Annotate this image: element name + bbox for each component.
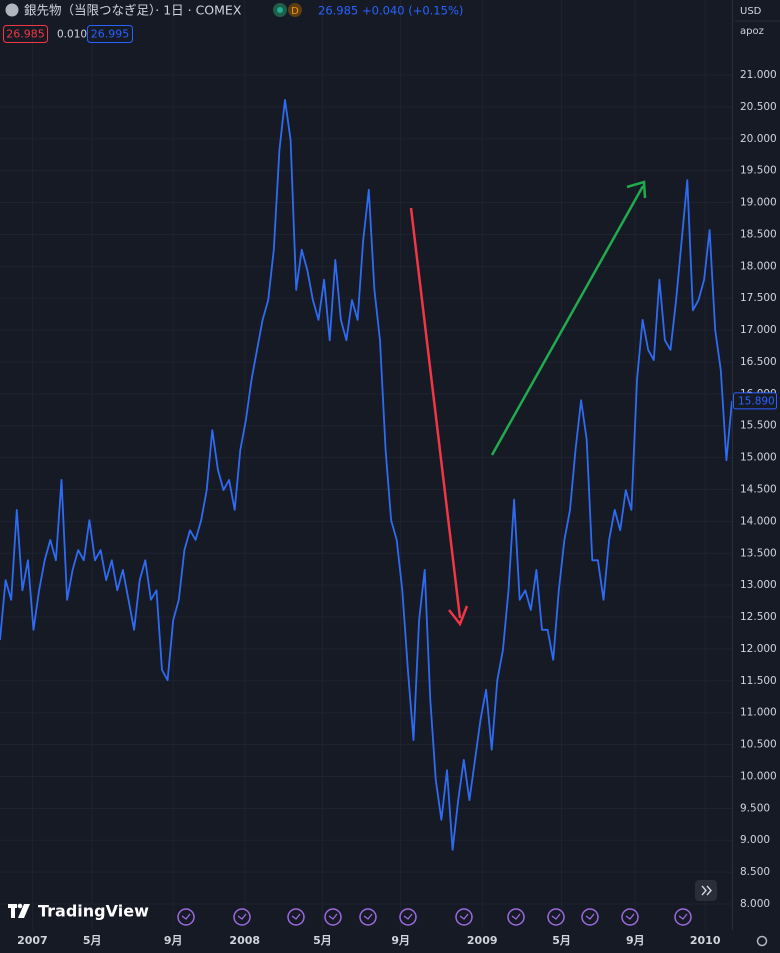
- event-icon: [507, 908, 525, 926]
- event-icon: [177, 908, 195, 926]
- event-icons: [177, 908, 692, 926]
- event-icon: [359, 908, 377, 926]
- settings-button[interactable]: [756, 935, 768, 947]
- y-tick-label: 8.500: [740, 866, 770, 878]
- down-arrow: [409, 207, 462, 619]
- brand-logo: [17, 903, 23, 909]
- up-arrow: [490, 185, 645, 456]
- event-icon-glyph: [237, 913, 247, 920]
- y-tick-label: 11.500: [740, 675, 777, 687]
- y-tick-label: 18.500: [740, 228, 777, 240]
- y-tick-label: 14.500: [740, 484, 777, 496]
- symbol-icon: [5, 3, 19, 17]
- event-icon: [287, 908, 305, 926]
- x-tick-label: 5月: [552, 934, 571, 947]
- event-icon-glyph: [181, 913, 191, 920]
- y-axis: 8.000 8.500 9.000 9.500 10.000 10.500 11.000 11…: [740, 69, 777, 910]
- y-tick-label: 19.500: [740, 165, 777, 177]
- price-axis: [733, 0, 780, 953]
- price-line: [0, 99, 733, 851]
- event-icon: [547, 908, 565, 926]
- last-price: 26.985: [318, 4, 358, 18]
- bid: 26.985: [6, 28, 45, 41]
- y-tick-label: 17.000: [740, 324, 777, 336]
- event-icon: [324, 908, 342, 926]
- plot: [0, 99, 733, 851]
- y-tick-label: 14.000: [740, 515, 777, 527]
- ask: 26.995: [91, 28, 130, 41]
- event-icon-glyph: [678, 913, 688, 920]
- last-price-label: 15.890: [738, 395, 775, 407]
- currency[interactable]: USD: [740, 6, 762, 17]
- event-icon-glyph: [459, 913, 469, 920]
- x-tick-label: 9月: [164, 934, 183, 947]
- event-icon-glyph: [363, 913, 373, 920]
- y-tick-label: 16.500: [740, 356, 777, 368]
- bid-box: [3, 25, 48, 43]
- y-tick-label: 18.000: [740, 260, 777, 272]
- status-dot-inner: [277, 7, 283, 13]
- ask-box: [87, 25, 133, 43]
- y-tick-label: 13.000: [740, 579, 777, 591]
- x-tick-label: 2007: [17, 934, 48, 947]
- brand-logo: [18, 904, 30, 918]
- y-tick-label: 17.500: [740, 292, 777, 304]
- badge-bg: [288, 3, 302, 17]
- y-tick-label: 10.000: [740, 770, 777, 782]
- scroll-icon: [701, 885, 707, 896]
- y-tick-label: 10.500: [740, 739, 777, 751]
- event-icon: [399, 908, 417, 926]
- y-tick-label: 13.500: [740, 547, 777, 559]
- x-axis: 2007 5月 9月 2008 5月 9月 2009 5月 9月 2010: [17, 934, 721, 947]
- y-tick-label: 12.500: [740, 611, 777, 623]
- x-tick-label: 5月: [83, 934, 102, 947]
- x-tick-label: 9月: [626, 934, 645, 947]
- spread: 0.010: [57, 29, 87, 41]
- y-tick-label: 9.000: [740, 834, 770, 846]
- y-tick-label: 15.500: [740, 420, 777, 432]
- up-arrow-head: [626, 180, 647, 199]
- last-price-tag: [733, 392, 777, 410]
- event-icon-glyph: [328, 913, 338, 920]
- badge: D: [291, 6, 299, 17]
- y-tick-label: 20.000: [740, 133, 777, 145]
- event-icon: [581, 908, 599, 926]
- event-icon-glyph: [511, 913, 521, 920]
- event-icon: [621, 908, 639, 926]
- price-change: +0.040 (+0.15%): [362, 4, 463, 18]
- event-icon: [455, 908, 473, 926]
- brand-logo: [11, 904, 15, 918]
- x-tick-label: 2008: [229, 934, 260, 947]
- x-tick-label: 2010: [690, 934, 721, 947]
- y-tick-label: 9.500: [740, 802, 770, 814]
- y-tick-label: 19.000: [740, 197, 777, 209]
- event-icon: [674, 908, 692, 926]
- event-icon-glyph: [625, 913, 635, 920]
- grid: [0, 0, 732, 930]
- event-icon: [233, 908, 251, 926]
- event-icon-glyph: [551, 913, 561, 920]
- y-tick-label: 12.000: [740, 643, 777, 655]
- event-icon-glyph: [585, 913, 595, 920]
- y-tick-label: 11.000: [740, 707, 777, 719]
- x-tick-label: 5月: [313, 934, 332, 947]
- x-tick-label: 9月: [391, 934, 410, 947]
- symbol-title: 銀先物（当限つなぎ足）· 1日 · COMEX: [24, 3, 242, 18]
- brand-name: TradingView: [38, 902, 149, 921]
- event-icon-glyph: [403, 913, 413, 920]
- event-icon-glyph: [291, 913, 301, 920]
- y-tick-label: 15.000: [740, 452, 777, 464]
- y-tick-label: 20.500: [740, 101, 777, 113]
- y-tick-label: 8.000: [740, 898, 770, 910]
- axis-header: [733, 0, 780, 44]
- down-arrow-head: [448, 605, 469, 627]
- y-tick-label: 21.000: [740, 69, 777, 81]
- scale-mode[interactable]: apoz: [740, 26, 764, 37]
- scroll-icon: [706, 885, 712, 896]
- x-tick-label: 2009: [467, 934, 498, 947]
